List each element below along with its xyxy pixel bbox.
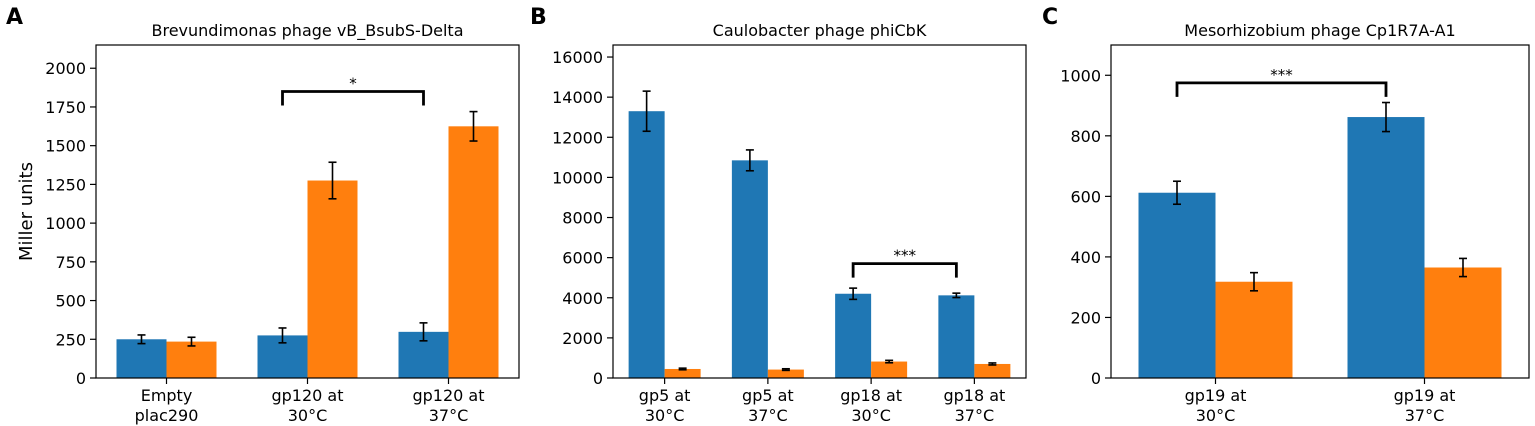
y-tick-label: 1000 bbox=[45, 214, 86, 233]
x-tick-label: plac290 bbox=[135, 406, 199, 425]
x-tick-label: 30°C bbox=[1196, 406, 1236, 425]
y-tick-label: 400 bbox=[1070, 248, 1101, 267]
bar bbox=[166, 341, 217, 378]
x-tick-label: gp18 at bbox=[840, 386, 902, 405]
x-tick-label: gp120 at bbox=[271, 386, 343, 405]
x-tick-label: 37°C bbox=[1405, 406, 1445, 425]
bar bbox=[938, 295, 975, 378]
significance-label: *** bbox=[894, 247, 917, 265]
plot-frame bbox=[1110, 44, 1530, 379]
plot-frame bbox=[612, 44, 1027, 379]
significance-bracket bbox=[1175, 81, 1388, 97]
chart-title: Brevundimonas phage vB_BsubS-Delta bbox=[152, 21, 464, 41]
y-tick-label: 0 bbox=[1091, 369, 1101, 388]
x-tick-label: 30°C bbox=[645, 406, 685, 425]
y-tick-label: 10000 bbox=[552, 168, 603, 187]
x-tick-label: gp120 at bbox=[412, 386, 484, 405]
x-tick-label: 30°C bbox=[851, 406, 891, 425]
y-tick-label: 2000 bbox=[45, 59, 86, 78]
significance-label: * bbox=[349, 74, 357, 92]
x-tick-label: Empty bbox=[141, 386, 193, 405]
x-tick-label: gp19 at bbox=[1185, 386, 1247, 405]
x-tick-label: 37°C bbox=[748, 406, 788, 425]
y-tick-label: 2000 bbox=[562, 329, 603, 348]
y-tick-label: 16000 bbox=[552, 48, 603, 67]
panel-letter-b: B bbox=[530, 5, 547, 30]
y-tick-label: 8000 bbox=[562, 209, 603, 228]
significance-label: *** bbox=[1270, 66, 1293, 84]
panel-letter-c: C bbox=[1042, 5, 1058, 30]
bar bbox=[1347, 117, 1425, 379]
y-tick-label: 1000 bbox=[1060, 66, 1101, 85]
bar bbox=[1215, 281, 1293, 378]
bar bbox=[835, 293, 872, 378]
bar bbox=[1138, 192, 1216, 378]
y-tick-label: 12000 bbox=[552, 128, 603, 147]
y-tick-label: 750 bbox=[55, 253, 86, 272]
x-tick-label: gp19 at bbox=[1394, 386, 1456, 405]
y-tick-label: 250 bbox=[55, 330, 86, 349]
bar bbox=[628, 111, 665, 378]
y-tick-label: 500 bbox=[55, 292, 86, 311]
significance-bracket bbox=[281, 90, 425, 106]
x-tick-label: 30°C bbox=[288, 406, 328, 425]
y-tick-label: 1750 bbox=[45, 98, 86, 117]
bar bbox=[1424, 267, 1502, 378]
y-tick-label: 1500 bbox=[45, 137, 86, 156]
bar bbox=[871, 361, 908, 378]
y-tick-label: 0 bbox=[76, 369, 86, 388]
y-tick-label: 4000 bbox=[562, 289, 603, 308]
x-tick-label: gp5 at bbox=[742, 386, 794, 405]
bar bbox=[116, 339, 167, 378]
bar bbox=[974, 363, 1011, 378]
bar bbox=[664, 368, 701, 378]
y-tick-label: 200 bbox=[1070, 308, 1101, 327]
chart-title: Caulobacter phage phiCbK bbox=[713, 21, 927, 40]
y-axis-label: Miller units bbox=[16, 162, 37, 261]
panel-letter-a: A bbox=[6, 5, 23, 30]
chart-title: Mesorhizobium phage Cp1R7A-A1 bbox=[1184, 21, 1455, 40]
y-tick-label: 1250 bbox=[45, 175, 86, 194]
significance-bracket bbox=[851, 262, 958, 278]
x-tick-label: gp18 at bbox=[943, 386, 1005, 405]
x-tick-label: 37°C bbox=[955, 406, 995, 425]
y-tick-label: 0 bbox=[593, 369, 603, 388]
x-tick-label: gp5 at bbox=[639, 386, 691, 405]
y-tick-label: 14000 bbox=[552, 88, 603, 107]
y-tick-label: 600 bbox=[1070, 187, 1101, 206]
bar bbox=[731, 160, 768, 378]
x-tick-label: 37°C bbox=[429, 406, 469, 425]
bar bbox=[448, 126, 499, 378]
bar bbox=[767, 369, 804, 378]
y-tick-label: 6000 bbox=[562, 249, 603, 268]
y-tick-label: 800 bbox=[1070, 127, 1101, 146]
bar bbox=[307, 180, 358, 378]
